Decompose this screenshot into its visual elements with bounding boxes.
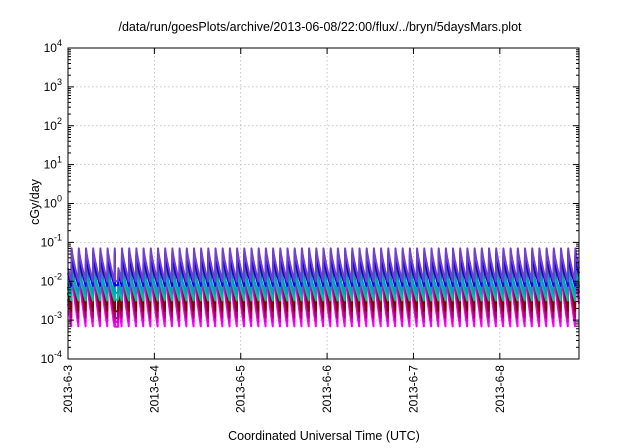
x-tick-label: 2013-6-3 — [61, 365, 75, 413]
y-tick-label: 10-4 — [41, 349, 62, 366]
x-tick-label: 2013-6-7 — [406, 365, 420, 413]
y-tick-label: 101 — [44, 155, 62, 172]
y-tick-label: 10-1 — [41, 232, 62, 249]
x-tick-label: 2013-6-4 — [147, 365, 161, 413]
y-tick-label: 103 — [44, 77, 62, 94]
y-tick-label: 102 — [44, 116, 62, 133]
x-tick-labels: 2013-6-3 2013-6-4 2013-6-5 2013-6-6 2013-6-7… — [61, 365, 507, 413]
y-tick-label: 100 — [44, 194, 62, 211]
y-tick-label: 104 — [44, 38, 62, 55]
x-tick-label: 2013-6-8 — [493, 365, 507, 413]
y-tick-label: 10-3 — [41, 310, 62, 327]
series-line — [67, 247, 580, 283]
x-tick-label: 2013-6-6 — [320, 365, 334, 413]
x-axis-label: Coordinated Universal Time (UTC) — [228, 429, 420, 443]
plot-frame — [67, 47, 580, 360]
y-tick-label: 10-2 — [41, 271, 62, 288]
x-tick-label: 2013-6-5 — [234, 365, 248, 413]
chart-title: /data/run/goesPlots/archive/2013-06-08/2… — [118, 20, 522, 34]
y-axis-label: cGy/day — [28, 179, 42, 225]
y-tick-labels: 10-4 10-3 10-2 10-1 100 101 102 103 104 — [41, 38, 62, 366]
plot-area — [67, 247, 580, 328]
